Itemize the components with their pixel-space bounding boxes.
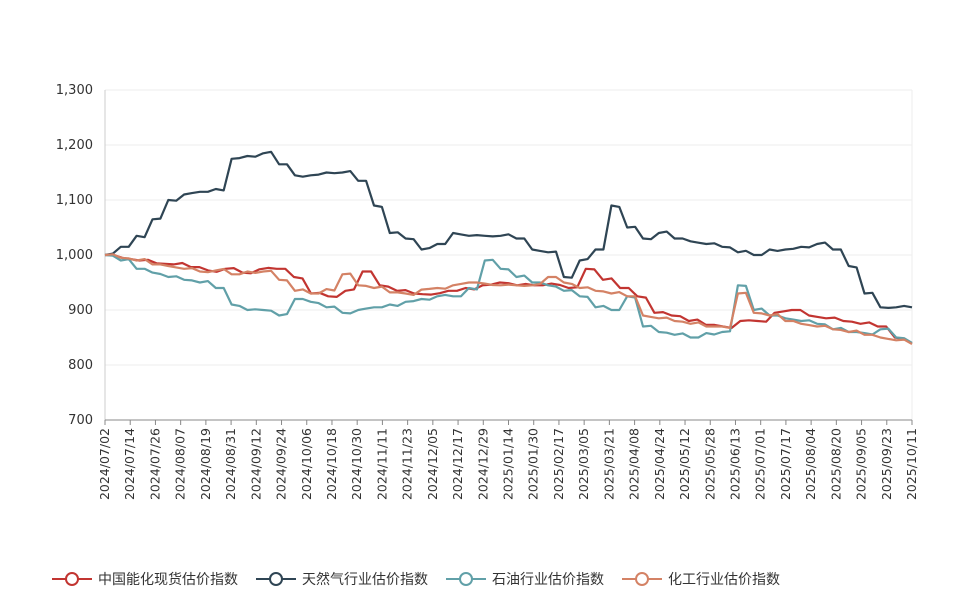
legend-label: 天然气行业估价指数: [302, 572, 428, 588]
legend-marker-icon: [622, 571, 662, 587]
legend-label: 中国能化现货估价指数: [98, 572, 238, 588]
y-tick-label: 700: [68, 413, 93, 428]
y-tick-label: 1,100: [56, 193, 93, 208]
legend-marker-icon: [52, 571, 92, 587]
x-tick-label: 2025/04/24: [652, 428, 667, 500]
x-tick-label: 2025/04/08: [627, 428, 642, 500]
x-tick-label: 2025/07/17: [778, 428, 793, 500]
legend-item-petroleum[interactable]: 石油行业估价指数: [446, 569, 604, 589]
legend-item-energy-chemical[interactable]: 中国能化现货估价指数: [52, 569, 238, 589]
series-line-3: [104, 253, 913, 346]
x-tick-label: 2025/10/11: [904, 428, 919, 500]
x-tick-label: 2025/01/30: [526, 428, 541, 500]
x-tick-label: 2025/09/23: [879, 428, 894, 500]
x-tick-label: 2024/08/31: [223, 428, 238, 500]
x-tick-label: 2025/08/04: [803, 428, 818, 500]
legend: 中国能化现货估价指数 天然气行业估价指数 石油行业估价指数 化工行业估价指数: [52, 569, 798, 589]
y-tick-label: 1,200: [56, 138, 93, 153]
y-tick-labels: 1,300 1,200 1,100 1,000 900 800 700: [56, 83, 93, 428]
x-tick-label: 2024/09/12: [248, 428, 263, 500]
x-tick-label: 2025/03/05: [576, 428, 591, 500]
grid-lines: [105, 89, 913, 420]
x-tick-labels: 2024/07/02 2024/07/14 2024/07/26 2024/08/07…: [97, 428, 919, 500]
x-tick-label: 2024/09/24: [274, 428, 289, 500]
x-tick-label: 2025/02/17: [551, 428, 566, 500]
legend-item-chemical[interactable]: 化工行业估价指数: [622, 569, 780, 589]
legend-label: 化工行业估价指数: [668, 572, 780, 588]
legend-label: 石油行业估价指数: [492, 572, 604, 588]
x-tick-label: 2025/05/12: [677, 428, 692, 500]
x-tick-label: 2025/08/20: [828, 428, 843, 500]
legend-item-natural-gas[interactable]: 天然气行业估价指数: [256, 569, 428, 589]
x-tick-label: 2024/08/07: [173, 428, 188, 500]
x-tick-label: 2024/10/18: [324, 428, 339, 500]
series-line-1: [104, 150, 913, 309]
legend-marker-icon: [256, 571, 296, 587]
x-tick-label: 2025/09/05: [854, 428, 869, 500]
x-tick-label: 2025/07/01: [753, 428, 768, 500]
series-lines: [104, 150, 913, 346]
x-tick-label: 2024/11/11: [374, 428, 389, 500]
y-tick-label: 800: [68, 358, 93, 373]
x-tick-label: 2025/01/14: [501, 428, 516, 500]
x-tick-label: 2025/06/13: [727, 428, 742, 500]
x-tick-label: 2024/07/14: [122, 428, 137, 500]
x-tick-label: 2024/07/02: [97, 428, 112, 500]
y-tick-label: 900: [68, 303, 93, 318]
series-line-0: [105, 253, 913, 344]
x-tick-label: 2024/10/30: [349, 428, 364, 500]
x-tick-label: 2024/11/23: [400, 428, 415, 500]
axes: [104, 90, 913, 425]
x-tick-label: 2024/08/19: [198, 428, 213, 500]
x-tick-label: 2024/10/06: [299, 428, 314, 500]
y-tick-label: 1,300: [56, 83, 93, 98]
x-tick-label: 2024/12/17: [450, 428, 465, 500]
x-tick-label: 2024/12/29: [475, 428, 490, 500]
legend-marker-icon: [446, 571, 486, 587]
x-tick-label: 2025/03/21: [601, 428, 616, 500]
x-tick-label: 2025/05/28: [702, 428, 717, 500]
x-tick-label: 2024/07/26: [147, 428, 162, 500]
x-tick-label: 2024/12/05: [425, 428, 440, 500]
y-tick-label: 1,000: [56, 248, 93, 263]
